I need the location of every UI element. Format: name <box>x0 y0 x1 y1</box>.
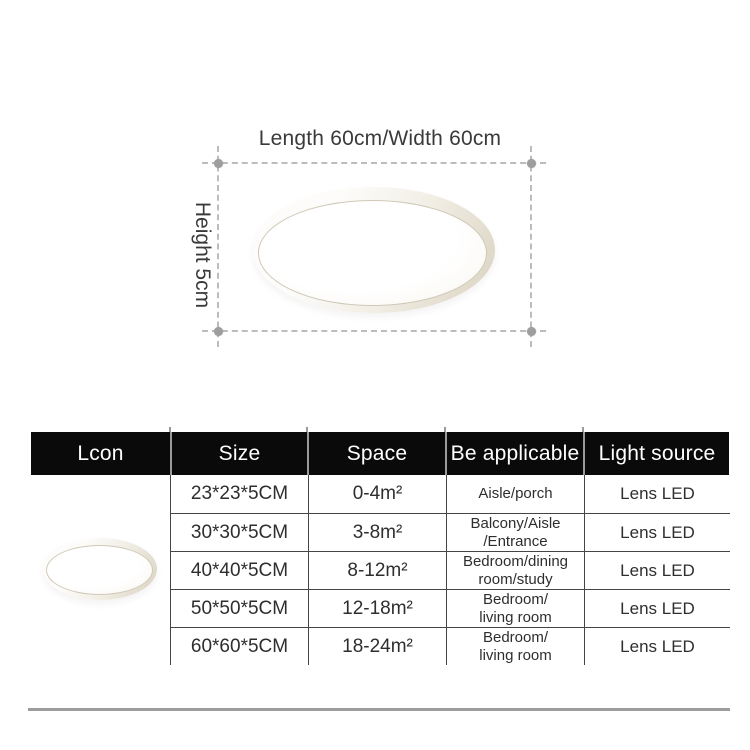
header-space: Space <box>307 432 445 475</box>
applicable-cell: Bedroom/dining room/study <box>446 551 584 589</box>
dim-line-bottom <box>202 330 546 332</box>
applicable-line: room/study <box>478 570 553 588</box>
dim-line-top <box>202 162 546 164</box>
applicable-line: Aisle/porch <box>478 485 553 502</box>
dim-marker-bottom-right <box>527 327 536 336</box>
dim-line-right <box>530 146 532 347</box>
header-icon: Lcon <box>77 441 124 465</box>
dim-marker-bottom-left <box>214 327 223 336</box>
size-cell: 30*30*5CM <box>171 513 308 551</box>
size-cell: 40*40*5CM <box>171 551 308 589</box>
light-source-cell: Lens LED <box>584 551 730 589</box>
length-width-label: Length 60cm/Width 60cm <box>258 127 502 150</box>
ceiling-lamp-icon-diffuser <box>46 545 153 595</box>
header-size: Size <box>170 432 307 475</box>
applicable-line: living room <box>479 608 552 626</box>
spec-table-header: Lcon Size Space Be applicable Light sour… <box>31 432 729 475</box>
space-cell: 3-8m² <box>308 513 446 551</box>
spec-rows: 23*23*5CM 0-4m² Aisle/porch Lens LED 30*… <box>170 475 730 665</box>
applicable-line: Bedroom/dining <box>462 552 569 570</box>
dim-line-left <box>217 146 219 347</box>
header-light-source: Light source <box>583 432 729 475</box>
applicable-line: Bedroom/ <box>482 590 549 608</box>
applicable-cell: Bedroom/ living room <box>446 627 584 665</box>
header-tick <box>306 427 308 432</box>
space-cell: 0-4m² <box>308 475 446 513</box>
applicable-cell: Aisle/porch <box>446 475 584 513</box>
applicable-cell: Bedroom/ living room <box>446 589 584 627</box>
dim-marker-top-left <box>214 159 223 168</box>
ceiling-lamp-image <box>253 187 495 313</box>
ceiling-lamp-diffuser <box>258 200 487 306</box>
space-cell: 8-12m² <box>308 551 446 589</box>
applicable-line: living room <box>479 646 552 664</box>
applicable-line: Bedroom/ <box>482 628 549 646</box>
light-source-cell: Lens LED <box>584 513 730 551</box>
spec-table-body: 23*23*5CM 0-4m² Aisle/porch Lens LED 30*… <box>28 475 730 711</box>
size-cell: 50*50*5CM <box>171 589 308 627</box>
dim-marker-top-right <box>527 159 536 168</box>
applicable-cell: Balcony/Aisle /Entrance <box>446 513 584 551</box>
applicable-line: Balcony/Aisle <box>470 514 561 532</box>
light-source-cell: Lens LED <box>584 589 730 627</box>
applicable-line: /Entrance <box>483 532 548 550</box>
light-source-cell: Lens LED <box>584 475 730 513</box>
space-cell: 18-24m² <box>308 627 446 665</box>
light-source-cell: Lens LED <box>584 627 730 665</box>
space-cell: 12-18m² <box>308 589 446 627</box>
height-label: Height 5cm <box>191 201 214 309</box>
header-tick <box>582 427 584 432</box>
header-tick <box>169 427 171 432</box>
header-tick <box>444 427 446 432</box>
size-cell: 60*60*5CM <box>171 627 308 665</box>
ceiling-lamp-icon <box>43 538 157 600</box>
size-cell: 23*23*5CM <box>190 483 289 504</box>
header-be-applicable: Be applicable <box>445 432 583 475</box>
spec-table: Lcon Size Space Be applicable Light sour… <box>28 427 730 711</box>
table-bottom-border <box>28 708 730 711</box>
